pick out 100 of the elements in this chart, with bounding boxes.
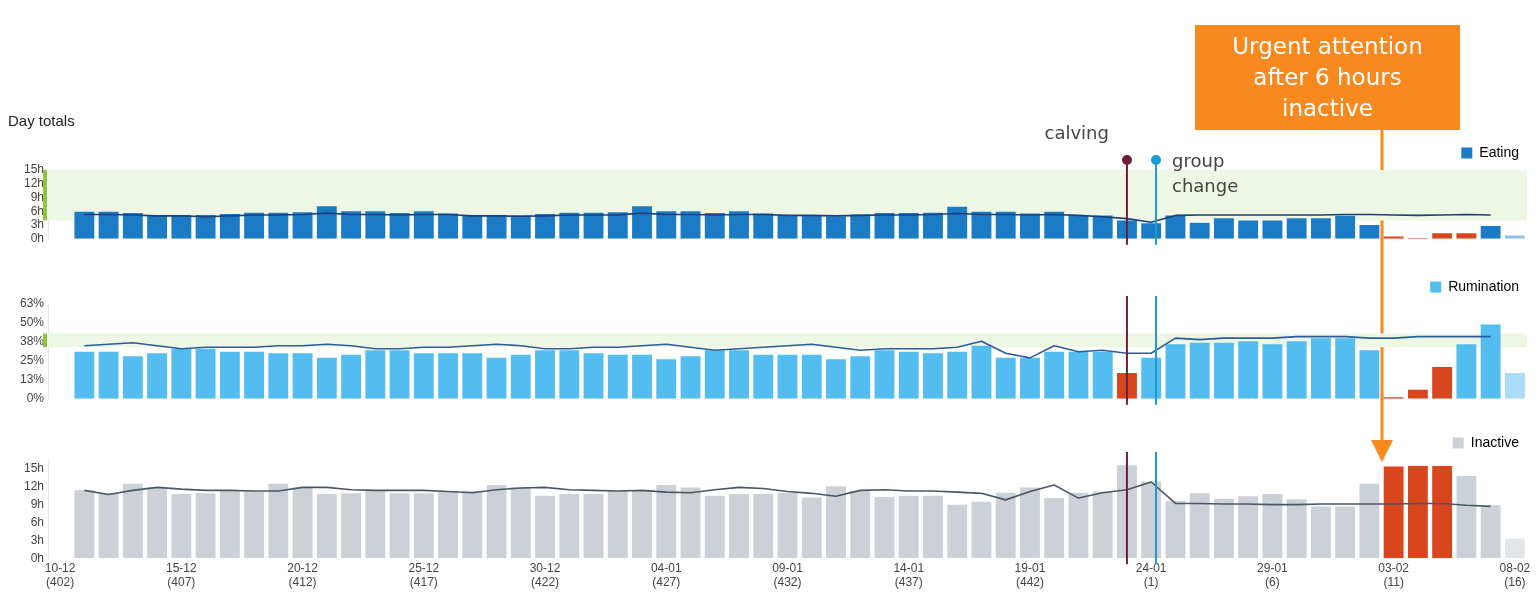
x-tick-label: 15-12 (407) <box>166 560 198 590</box>
bar <box>995 492 1016 559</box>
bar <box>656 359 677 399</box>
bar <box>1213 342 1234 399</box>
bar <box>753 213 774 239</box>
bar <box>583 493 604 559</box>
x-tick-label: 29-01 (6) <box>1257 560 1289 590</box>
bar <box>1432 233 1453 239</box>
bar <box>1359 483 1380 559</box>
bar <box>1359 225 1380 239</box>
x-tick-label: 30-12 (422) <box>529 560 561 590</box>
bar <box>510 215 531 239</box>
bar <box>219 214 240 239</box>
bar <box>1213 498 1234 559</box>
bar <box>1092 351 1113 399</box>
bar <box>1407 465 1428 559</box>
bar <box>753 354 774 399</box>
bar <box>244 491 265 559</box>
bar <box>171 493 192 559</box>
y-tick-label: 6h <box>30 514 44 529</box>
y-tick-label: 9h <box>30 496 44 511</box>
bar <box>147 214 168 239</box>
y-tick-label: 12h <box>23 479 44 494</box>
bar <box>1165 215 1186 239</box>
bar <box>1262 344 1283 399</box>
bar <box>1068 492 1089 559</box>
bar <box>1480 324 1501 399</box>
y-tick-label: 38% <box>19 334 45 349</box>
bar <box>413 211 434 239</box>
bar <box>292 212 313 239</box>
bar <box>74 211 95 239</box>
bar <box>365 490 386 559</box>
bar <box>316 493 337 559</box>
bar <box>995 211 1016 239</box>
bar <box>74 351 95 399</box>
bar <box>898 495 919 559</box>
bar <box>826 216 846 239</box>
y-tick-label: 15h <box>23 162 44 177</box>
bar <box>413 493 434 559</box>
x-tick-label: 19-01 (442) <box>1014 560 1046 590</box>
bar <box>680 487 701 559</box>
bar <box>947 351 968 399</box>
bar <box>389 493 410 559</box>
bar <box>801 215 822 239</box>
bar <box>292 487 313 559</box>
bar <box>438 213 458 239</box>
bar <box>389 350 410 399</box>
bar <box>1480 225 1501 239</box>
bar <box>826 486 846 559</box>
x-tick-label: 03-02 (11) <box>1378 560 1410 590</box>
bar <box>486 357 507 399</box>
x-tick-label: 25-12 (417) <box>408 560 440 590</box>
bar <box>1020 357 1040 399</box>
bar <box>632 354 652 399</box>
y-tick-label: 0% <box>26 391 45 406</box>
y-tick-label: 63% <box>19 296 45 311</box>
bar <box>438 353 458 399</box>
bar <box>729 211 749 239</box>
bar <box>98 493 119 559</box>
bar <box>1189 493 1210 559</box>
bar <box>462 214 483 239</box>
bar <box>680 211 701 239</box>
bar <box>559 493 580 559</box>
bar <box>1286 218 1307 239</box>
bar <box>559 350 580 399</box>
bar <box>1092 491 1113 559</box>
bar <box>195 493 216 559</box>
bar <box>704 213 725 239</box>
bar <box>510 487 531 559</box>
bar <box>1359 350 1380 399</box>
bar <box>1432 465 1453 559</box>
bar <box>1020 487 1040 559</box>
bar <box>1238 220 1259 239</box>
bar <box>535 495 555 559</box>
x-tick-label: 24-01 (1) <box>1135 560 1167 590</box>
bar <box>74 490 95 559</box>
bar <box>923 212 943 239</box>
legend-label: Rumination <box>1448 277 1520 294</box>
bar <box>438 490 458 559</box>
bar <box>341 493 362 559</box>
y-tick-label: 9h <box>30 189 44 204</box>
bar <box>147 487 168 559</box>
y-tick-label: 0h <box>30 550 44 565</box>
bar <box>971 501 992 559</box>
bar <box>462 490 483 559</box>
annotation: group change <box>1172 149 1240 198</box>
chart-title: Day totals <box>8 112 75 129</box>
bar <box>826 359 846 399</box>
bar <box>268 483 289 559</box>
bar <box>244 351 265 399</box>
bar <box>268 353 289 399</box>
bar <box>607 490 628 559</box>
x-tick-label: 14-01 (437) <box>893 560 925 590</box>
bar <box>171 348 192 399</box>
bar <box>1262 493 1283 559</box>
bar <box>413 353 434 399</box>
x-tick-label: 20-12 (412) <box>287 560 319 590</box>
bar <box>341 211 362 239</box>
bar <box>316 206 337 239</box>
x-tick-label: 08-02 (16) <box>1499 560 1531 590</box>
